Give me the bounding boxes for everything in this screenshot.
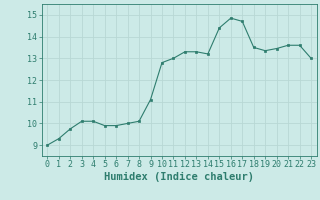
X-axis label: Humidex (Indice chaleur): Humidex (Indice chaleur) <box>104 172 254 182</box>
